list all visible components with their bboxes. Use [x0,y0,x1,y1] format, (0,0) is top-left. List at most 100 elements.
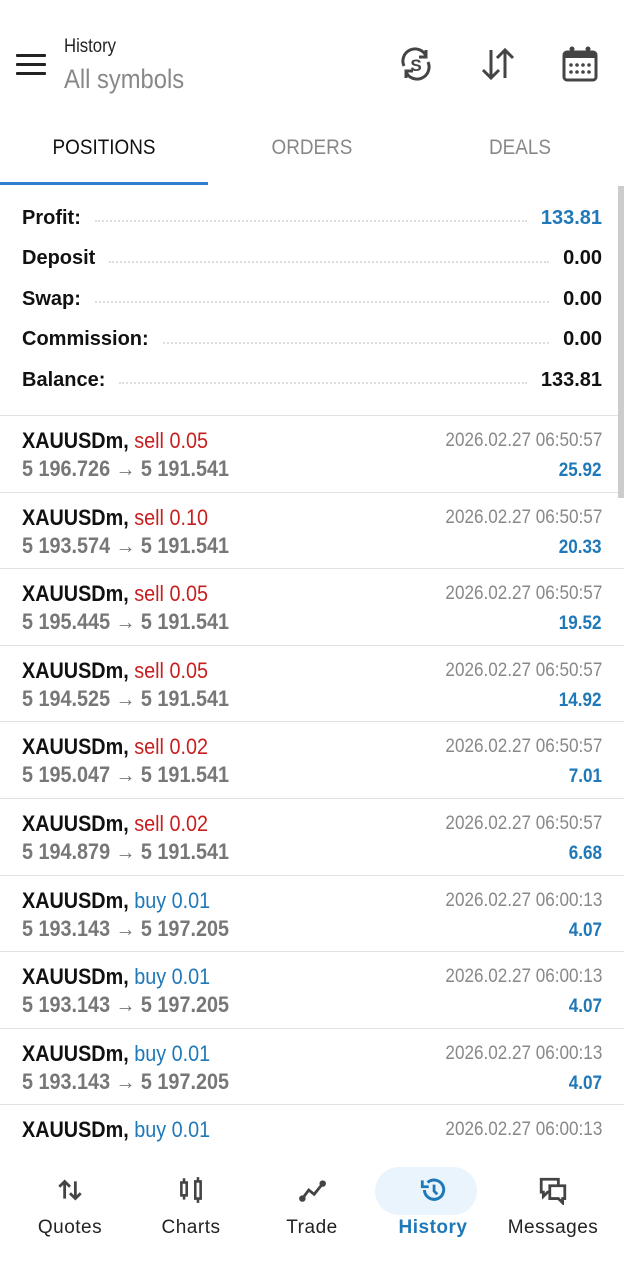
dotted-leader [162,341,550,344]
list-item[interactable]: XAUUSDm, sell 0.02 5 195.047 → 5 191.541… [0,721,624,798]
trade-profit: 20.33 [559,536,602,558]
trade-side: sell 0.02 [134,734,208,760]
summary-label: Swap: [22,287,81,310]
nav-label: History [398,1217,468,1238]
arrow-icon: → [115,532,136,558]
summary-label: Balance: [22,368,106,391]
charts-icon [180,1177,202,1203]
symbol: XAUUSDm, [22,810,129,836]
symbol-filter[interactable]: All symbols [64,64,185,94]
trade-side: buy 0.01 [134,964,211,990]
summary: Profit: 133.81 Deposit 0.00 Swap: 0.00 Commiss… [0,198,624,401]
summary-row: Balance: 133.81 [0,360,624,401]
currency-exchange-icon[interactable]: S [396,44,436,84]
trade-time: 2026.02.27 06:00:13 [445,889,602,911]
nav-charts[interactable]: Charts [131,1167,251,1257]
summary-label: Profit: [22,206,81,229]
open-price: 5 193.143 [22,1068,111,1094]
open-price: 5 194.525 [22,685,111,711]
list-item[interactable]: XAUUSDm, sell 0.05 5 195.445 → 5 191.541… [0,568,624,645]
nav-label: Trade [286,1217,338,1238]
app-header: History All symbols S [0,0,624,120]
open-price: 5 196.726 [22,456,111,481]
nav-messages[interactable]: Messages [493,1167,613,1257]
open-price: 5 193.143 [22,915,111,941]
trade-side: sell 0.02 [134,810,208,836]
summary-label: Deposit [22,247,96,270]
close-price: 5 191.541 [140,762,229,788]
list-item[interactable]: XAUUSDm, sell 0.05 5 196.726 → 5 191.541… [0,415,624,492]
arrow-icon: → [115,1068,136,1094]
trade-side: sell 0.05 [134,657,208,683]
menu-icon[interactable] [16,54,46,76]
positions-list: XAUUSDm, sell 0.05 5 196.726 → 5 191.541… [0,415,624,1181]
symbol: XAUUSDm, [22,887,129,913]
close-price: 5 197.205 [140,1068,229,1094]
symbol: XAUUSDm, [22,657,129,683]
summary-row: Deposit 0.00 [0,239,624,280]
close-price: 5 191.541 [140,685,229,711]
open-price: 5 193.143 [22,992,111,1018]
symbol: XAUUSDm, [22,504,129,530]
sort-icon[interactable] [478,44,518,84]
list-item[interactable]: XAUUSDm, sell 0.05 5 194.525 → 5 191.541… [0,644,624,722]
summary-row: Swap: 0.00 [0,279,624,320]
summary-row: Profit: 133.81 [0,198,624,239]
list-item[interactable]: XAUUSDm, buy 0.01 5 193.143 → 5 197.205 … [0,951,624,1028]
nav-label: Charts [161,1217,221,1238]
close-price: 5 197.205 [140,992,229,1018]
trade-time: 2026.02.27 06:50:57 [445,659,602,681]
list-item[interactable]: XAUUSDm, sell 0.02 5 194.879 → 5 191.541… [0,797,624,875]
quotes-icon [58,1179,82,1201]
close-price: 5 191.541 [140,838,229,864]
trade-profit: 19.52 [559,613,602,635]
symbol: XAUUSDm, [22,581,129,607]
close-price: 5 191.541 [140,532,229,558]
trade-profit: 4.07 [568,996,602,1018]
summary-value: 133.81 [540,206,602,229]
summary-value: 0.00 [563,328,602,351]
open-price: 5 195.445 [22,609,111,635]
trade-side: sell 0.05 [134,581,208,607]
trade-profit: 7.01 [568,766,602,788]
symbol: XAUUSDm, [22,1040,129,1066]
list-item[interactable]: XAUUSDm, buy 0.01 5 193.143 → 5 197.205 … [0,874,624,952]
open-price: 5 195.047 [22,762,111,788]
open-price: 5 193.574 [22,532,111,558]
trade-side: sell 0.10 [134,504,208,530]
active-tab-indicator [0,182,208,185]
tab-positions[interactable]: POSITIONS [52,136,156,159]
nav-label: Messages [507,1217,599,1238]
svg-text:S: S [410,56,421,75]
trade-side: sell 0.05 [134,428,208,453]
nav-quotes[interactable]: Quotes [10,1167,130,1257]
arrow-icon: → [115,762,136,788]
scrollbar[interactable] [618,186,624,498]
nav-trade[interactable]: Trade [252,1167,372,1257]
trade-time: 2026.02.27 06:00:13 [445,966,602,988]
trade-time: 2026.02.27 06:50:57 [445,736,602,758]
trade-time: 2026.02.27 06:50:57 [445,506,602,528]
trade-side: buy 0.01 [134,887,211,913]
nav-label: Quotes [37,1217,103,1238]
summary-value: 0.00 [563,247,602,270]
dotted-leader [94,220,527,223]
trade-profit: 25.92 [559,460,602,481]
history-icon [420,1178,446,1201]
tab-orders[interactable]: ORDERS [271,136,353,159]
summary-label: Commission: [22,328,149,351]
list-item[interactable]: XAUUSDm, buy 0.01 5 193.143 → 5 197.205 … [0,1027,624,1105]
tab-deals[interactable]: DEALS [489,136,551,159]
bottom-nav: Quotes Charts Trade History Messages [0,1145,624,1280]
list-item[interactable]: XAUUSDm, sell 0.10 5 193.574 → 5 191.541… [0,491,624,569]
open-price: 5 194.879 [22,838,111,864]
trade-side: buy 0.01 [134,1117,211,1143]
arrow-icon: → [115,992,136,1018]
trade-profit: 6.68 [568,842,602,864]
summary-row: Commission: 0.00 [0,320,624,361]
tab-bar: POSITIONS ORDERS DEALS [0,120,624,186]
list-item[interactable]: XAUUSDm, buy 0.01 2026.02.27 06:00:13 [0,1104,624,1181]
close-price: 5 191.541 [140,609,229,635]
nav-history[interactable]: History [373,1167,493,1257]
calendar-icon[interactable] [560,44,600,84]
